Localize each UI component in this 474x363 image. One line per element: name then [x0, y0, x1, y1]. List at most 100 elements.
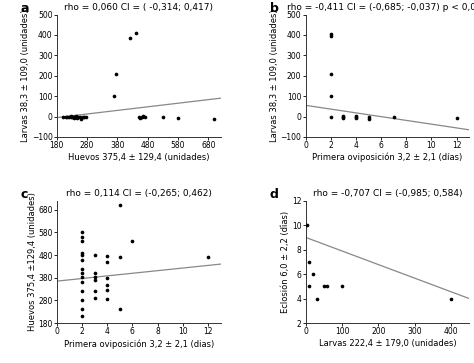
Point — [327, 93, 335, 99]
Point — [327, 33, 335, 39]
Point — [78, 234, 86, 240]
Point — [103, 275, 111, 281]
Point — [327, 31, 335, 37]
Point — [339, 113, 347, 118]
Point — [78, 298, 86, 303]
Point — [327, 114, 335, 119]
Point — [64, 114, 71, 119]
Point — [453, 115, 460, 121]
Point — [324, 284, 331, 289]
Point — [137, 115, 144, 121]
Title: rho = 0,114 CI = (-0,265; 0,462): rho = 0,114 CI = (-0,265; 0,462) — [66, 189, 211, 199]
Point — [103, 259, 111, 265]
Text: c: c — [21, 188, 28, 201]
Point — [70, 114, 78, 119]
Point — [116, 202, 124, 208]
Point — [77, 116, 85, 122]
Point — [73, 115, 81, 121]
Point — [79, 114, 86, 119]
Point — [365, 114, 373, 119]
Text: b: b — [270, 2, 279, 15]
Point — [327, 71, 335, 77]
Point — [320, 284, 328, 289]
Point — [91, 270, 99, 276]
Point — [338, 284, 346, 289]
Point — [62, 114, 70, 119]
X-axis label: Larvas 222,4 ± 179,0 (unidades): Larvas 222,4 ± 179,0 (unidades) — [319, 339, 456, 348]
Point — [67, 113, 74, 118]
Point — [352, 113, 360, 118]
Point — [139, 113, 147, 118]
Y-axis label: Eclosión 6,0 ± 2,2 (días): Eclosión 6,0 ± 2,2 (días) — [282, 211, 291, 313]
Point — [103, 282, 111, 287]
Point — [70, 115, 77, 121]
Text: d: d — [270, 188, 279, 201]
Point — [112, 71, 120, 77]
Point — [78, 313, 86, 319]
Point — [68, 114, 76, 119]
Point — [74, 114, 82, 119]
Point — [78, 266, 86, 272]
Point — [339, 115, 347, 121]
Point — [71, 114, 79, 119]
Point — [116, 254, 124, 260]
Point — [73, 114, 81, 119]
Point — [210, 116, 218, 122]
Point — [65, 114, 73, 119]
Point — [68, 114, 75, 119]
Point — [103, 287, 111, 293]
X-axis label: Huevos 375,4 ± 129,4 (unidades): Huevos 375,4 ± 129,4 (unidades) — [68, 153, 210, 162]
Point — [309, 271, 317, 277]
Point — [91, 295, 99, 301]
Point — [305, 284, 313, 289]
Point — [72, 113, 80, 118]
Y-axis label: Huevos 375,4 ±129,4 (unidades): Huevos 375,4 ±129,4 (unidades) — [28, 192, 37, 331]
Point — [159, 114, 167, 119]
Point — [91, 277, 99, 283]
Point — [352, 115, 360, 121]
Title: rho = -0,411 CI = (-0,685; -0,037) p < 0,050: rho = -0,411 CI = (-0,685; -0,037) p < 0… — [287, 3, 474, 12]
Point — [126, 35, 133, 41]
Point — [78, 252, 86, 258]
Point — [132, 30, 139, 36]
Y-axis label: Larvas 38,3 ± 109,0 (unidades): Larvas 38,3 ± 109,0 (unidades) — [270, 9, 279, 142]
Point — [78, 307, 86, 313]
Point — [141, 114, 148, 119]
Point — [91, 274, 99, 280]
Title: rho = 0,060 CI = ( -0,314; 0,417): rho = 0,060 CI = ( -0,314; 0,417) — [64, 3, 213, 12]
Point — [110, 93, 118, 99]
X-axis label: Primera oviposición 3,2 ± 2,1 (dias): Primera oviposición 3,2 ± 2,1 (dias) — [64, 339, 214, 348]
Point — [305, 259, 313, 265]
Point — [59, 114, 67, 119]
Point — [138, 114, 146, 119]
Text: a: a — [21, 2, 29, 15]
Point — [82, 114, 90, 119]
Title: rho = -0,707 CI = (-0,985; 0,584): rho = -0,707 CI = (-0,985; 0,584) — [313, 189, 462, 199]
Point — [78, 274, 86, 280]
Point — [447, 296, 455, 302]
Point — [365, 116, 373, 122]
Point — [174, 115, 182, 121]
Y-axis label: Larvas 38,3 ± 109,0 (unidades): Larvas 38,3 ± 109,0 (unidades) — [21, 9, 30, 142]
Point — [91, 289, 99, 294]
Point — [78, 280, 86, 285]
Point — [103, 253, 111, 259]
X-axis label: Primera oviposición 3,2 ± 2,1 (días): Primera oviposición 3,2 ± 2,1 (días) — [312, 153, 463, 162]
Point — [81, 114, 88, 119]
Point — [390, 114, 398, 119]
Point — [91, 252, 99, 258]
Point — [352, 114, 360, 119]
Point — [339, 114, 347, 119]
Point — [204, 254, 212, 260]
Point — [304, 222, 311, 228]
Point — [78, 270, 86, 276]
Point — [78, 250, 86, 256]
Point — [128, 238, 136, 244]
Point — [313, 296, 320, 302]
Point — [78, 238, 86, 244]
Point — [78, 257, 86, 262]
Point — [76, 114, 83, 119]
Point — [116, 307, 124, 313]
Point — [103, 296, 111, 302]
Point — [78, 289, 86, 294]
